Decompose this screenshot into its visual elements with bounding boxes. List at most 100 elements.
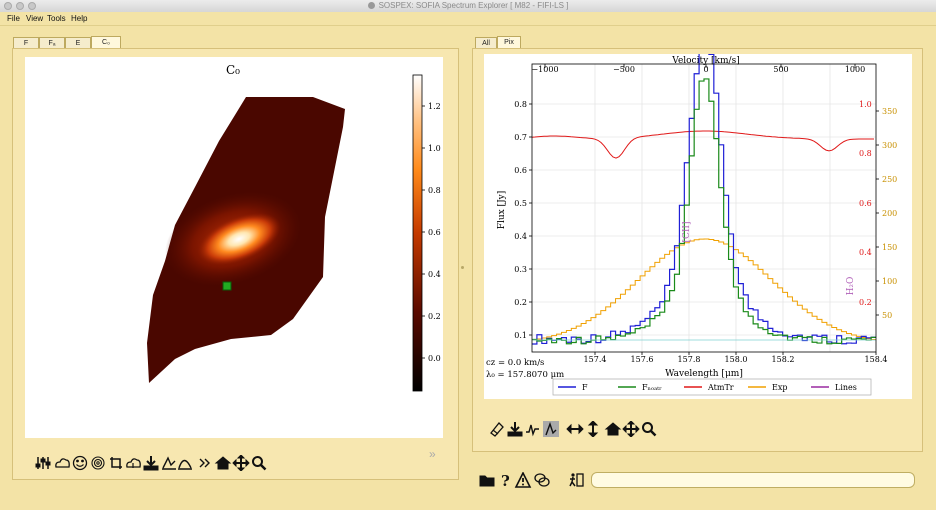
- y-tick-label: 0.3: [514, 265, 527, 274]
- x-tick-label: 157.8: [678, 355, 701, 364]
- coins-icon[interactable]: [534, 473, 550, 487]
- menubar: File View Tools Help: [0, 12, 936, 26]
- zoom-window-button[interactable]: [28, 2, 36, 10]
- map-peak: [197, 212, 281, 266]
- y-tick-label: 0.7: [514, 133, 527, 142]
- x-tick-label: 157.4: [584, 355, 607, 364]
- help-icon[interactable]: ?: [501, 472, 510, 490]
- colorbar-tick-label: 0.6: [428, 228, 441, 237]
- spectrum-series: [531, 38, 876, 345]
- exp-tick-label: 100: [882, 277, 897, 286]
- status-bar[interactable]: [591, 472, 915, 488]
- menu-tools[interactable]: Tools: [47, 14, 66, 23]
- exp-tick-label: 250: [882, 175, 897, 184]
- bottom-toolbar: ?: [479, 471, 589, 490]
- x-tick-label: 157.6: [631, 355, 654, 364]
- selected-pixel-marker[interactable]: [222, 281, 232, 291]
- spectrum-plot[interactable]: Velocity [km/s] 157.4 157.6 157.8 158.0 158.…: [484, 38, 912, 399]
- y-tick-label: 0.8: [514, 100, 527, 109]
- more-icon[interactable]: [199, 458, 210, 468]
- image-panel: C₀ 1.2 1.0 0.8 0.6 0.4 0.2 0.0 »: [12, 48, 459, 480]
- exp-series-line: [532, 238, 876, 341]
- menu-view[interactable]: View: [26, 14, 44, 23]
- colorbar-tick-label: 1.0: [428, 144, 441, 153]
- svg-text:?: ?: [501, 472, 510, 488]
- exp-tick-label: 300: [882, 141, 897, 150]
- fit-icon[interactable]: [178, 459, 192, 470]
- velocity-tick-label: 0: [703, 65, 708, 74]
- guess-icon[interactable]: [543, 421, 559, 437]
- image-canvas[interactable]: C₀ 1.2 1.0 0.8 0.6 0.4 0.2 0.0: [25, 57, 443, 438]
- pan-icon[interactable]: [622, 420, 640, 438]
- velocity-tick-label: −500: [613, 65, 635, 74]
- velocity-tick-label: 1000: [845, 65, 865, 74]
- slice-icon[interactable]: [162, 456, 176, 470]
- legend: F Fₙₒₐₜᵣ AtmTr Exp Lines: [558, 383, 857, 392]
- smiley-icon[interactable]: [72, 455, 88, 471]
- menu-help[interactable]: Help: [71, 14, 88, 23]
- spectrum-fit-icon[interactable]: [526, 424, 539, 437]
- wavelength-axis-label: Wavelength [μm]: [665, 369, 743, 379]
- spectrum-canvas[interactable]: Velocity [km/s] 157.4 157.6 157.8 158.0 158.…: [484, 38, 912, 399]
- fingerprint-icon[interactable]: [91, 456, 105, 470]
- legend-label: Fₙₒₐₜᵣ: [642, 383, 662, 392]
- colorbar-ticks: 1.2 1.0 0.8 0.6 0.4 0.2 0.0: [422, 102, 441, 363]
- flux-axis-label: Flux [Jy]: [497, 191, 507, 230]
- window-title: SOSPEX: SOFIA Spectrum Explorer [ M82 - …: [0, 0, 936, 12]
- exit-icon[interactable]: [569, 473, 584, 487]
- download-icon[interactable]: [143, 456, 159, 471]
- image-plot[interactable]: C₀ 1.2 1.0 0.8 0.6 0.4 0.2 0.0: [25, 57, 443, 438]
- colorbar-tick-label: 0.4: [428, 270, 441, 279]
- legend-label: AtmTr: [707, 383, 734, 392]
- warning-icon[interactable]: [514, 471, 532, 488]
- menu-file[interactable]: File: [7, 14, 20, 23]
- axis-ticks: 157.4 157.6 157.8 158.0 158.2 158.4 0.8 0.7 0.6 0…: [514, 64, 897, 364]
- x-tick-label: 158.4: [865, 355, 888, 364]
- image-title: C₀: [226, 63, 240, 77]
- cloud-outline-icon[interactable]: [126, 458, 141, 468]
- exp-tick-label: 150: [882, 243, 897, 252]
- y-tick-label: 0.6: [514, 166, 527, 175]
- colorbar-tick-label: 0.0: [428, 354, 441, 363]
- flux-noatm-series-line: [532, 78, 876, 345]
- cz-text: cz = 0.0 km/s: [486, 358, 544, 368]
- colorbar-tick-label: 0.8: [428, 186, 441, 195]
- sliders-icon[interactable]: [35, 457, 51, 469]
- cloud-icon[interactable]: [55, 458, 70, 468]
- eraser-icon[interactable]: [490, 422, 504, 437]
- flux-series-line: [532, 38, 876, 345]
- app-icon: [367, 2, 375, 9]
- collapse-toolbar-button[interactable]: »: [429, 447, 436, 461]
- atm-tick-label: 0.2: [859, 298, 872, 307]
- h-arrows-icon[interactable]: [566, 423, 584, 435]
- atm-tick-label: 0.6: [859, 199, 872, 208]
- legend-label: F: [582, 383, 588, 392]
- colorbar-tick-label: 0.2: [428, 312, 441, 321]
- x-tick-label: 158.2: [772, 355, 795, 364]
- exp-tick-label: 350: [882, 107, 897, 116]
- y-tick-label: 0.2: [514, 298, 527, 307]
- h2o-line-label: H₂O: [846, 277, 856, 296]
- plot-grid: [532, 64, 876, 352]
- home-icon[interactable]: [214, 456, 232, 470]
- home-icon[interactable]: [604, 422, 622, 436]
- close-window-button[interactable]: [4, 2, 12, 10]
- zoom-icon[interactable]: [642, 422, 657, 437]
- right-toolbar: [489, 420, 679, 438]
- crop-icon[interactable]: [110, 457, 122, 469]
- lambda-text: λ₀ = 157.8070 μm: [486, 370, 564, 380]
- atmtr-series-line: [531, 130, 874, 159]
- plot-frame: [531, 63, 877, 353]
- splitter-handle[interactable]: [461, 266, 464, 269]
- folder-icon[interactable]: [479, 475, 495, 487]
- legend-label: Lines: [835, 383, 857, 392]
- colorbar-tick-label: 1.2: [428, 102, 441, 111]
- exp-tick-label: 50: [882, 311, 892, 320]
- window-title-text: SOSPEX: SOFIA Spectrum Explorer [ M82 - …: [378, 1, 569, 10]
- colorbar: [412, 74, 423, 392]
- pan-icon[interactable]: [232, 454, 250, 472]
- minimize-window-button[interactable]: [16, 2, 24, 10]
- zoom-icon[interactable]: [252, 456, 267, 471]
- download-icon[interactable]: [507, 422, 523, 437]
- v-arrows-icon[interactable]: [587, 420, 599, 438]
